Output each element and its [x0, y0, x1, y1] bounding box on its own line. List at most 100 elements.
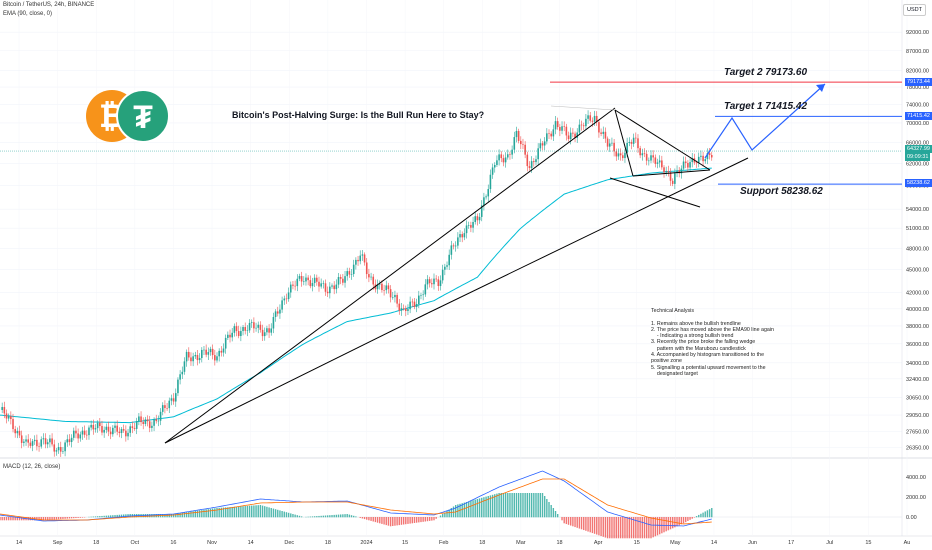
time-tick-label: 18	[93, 540, 99, 546]
candle-body	[474, 216, 477, 222]
macd-histogram-bar	[702, 512, 704, 518]
ema-legend[interactable]: EMA (90, close, 0)	[3, 11, 53, 17]
macd-histogram-bar	[188, 511, 190, 518]
candle-body	[452, 245, 455, 247]
candle-body	[437, 279, 440, 287]
candle-body	[621, 155, 624, 159]
candle-body	[635, 137, 637, 139]
macd-histogram-bar	[81, 517, 84, 518]
macd-histogram-bar	[374, 517, 377, 523]
macd-histogram-bar	[96, 516, 99, 518]
macd-histogram-bar	[270, 508, 272, 518]
projection-arrowhead	[816, 84, 825, 92]
price-tick-label: 92000.00	[906, 30, 929, 36]
candle-body	[83, 430, 86, 435]
time-tick-label: 18	[479, 540, 485, 546]
macd-histogram-bar	[14, 517, 16, 521]
macd-histogram-bar	[92, 516, 95, 518]
time-tick-label: Dec	[284, 540, 294, 546]
price-tick-label: 45000.00	[906, 268, 929, 274]
macd-histogram-bar	[517, 493, 520, 518]
candle-body	[144, 419, 147, 424]
macd-histogram-bar	[587, 517, 589, 532]
macd-histogram-bar	[476, 499, 479, 518]
macd-histogram-bar	[695, 516, 698, 518]
target1-price-badge: 71415.42	[905, 112, 932, 120]
candle-body	[326, 291, 329, 294]
macd-histogram-bar	[222, 507, 225, 518]
candle-body	[598, 122, 600, 133]
candle-body	[509, 154, 511, 155]
tether-icon	[116, 89, 170, 143]
macd-histogram-bar	[240, 506, 242, 518]
macd-legend[interactable]: MACD (12, 26, close)	[3, 464, 61, 470]
candle-body	[504, 157, 507, 163]
candle-body	[75, 430, 77, 434]
candle-body	[513, 137, 516, 150]
candle-body	[127, 432, 129, 437]
macd-histogram-bar	[656, 517, 659, 536]
macd-histogram-bar	[216, 508, 218, 518]
candle-body	[294, 285, 296, 287]
macd-histogram-bar	[402, 517, 405, 525]
candle-body	[77, 433, 79, 439]
candle-body	[244, 327, 247, 331]
candle-body	[478, 216, 481, 221]
candle-body	[674, 173, 676, 184]
chart-title: Bitcoin's Post-Halving Surge: Is the Bul…	[232, 110, 485, 120]
currency-button[interactable]: USDT	[903, 4, 926, 16]
support-price-badge: 58238.62	[905, 179, 932, 187]
macd-histogram-bar	[561, 517, 563, 521]
macd-histogram-bar	[539, 493, 542, 518]
time-tick-label: 15	[634, 540, 640, 546]
macd-histogram-bar	[409, 517, 411, 524]
time-tick-label: Jun	[748, 540, 757, 546]
symbol-title[interactable]: Bitcoin / TetherUS, 24h, BINANCE	[3, 2, 95, 8]
macd-histogram-bar	[298, 515, 301, 518]
time-tick-label: 17	[788, 540, 794, 546]
candle-body	[398, 303, 401, 311]
candle-body	[689, 162, 691, 168]
candle-body	[276, 311, 279, 314]
candle-body	[450, 245, 453, 255]
candle-body	[441, 269, 444, 281]
candle-body	[303, 281, 305, 283]
candle-body	[559, 127, 561, 131]
candle-body	[710, 155, 713, 158]
candle-body	[578, 124, 581, 133]
trendline-long	[427, 157, 749, 314]
macd-histogram-bar	[676, 517, 678, 527]
candle-body	[3, 407, 6, 414]
candle-body	[7, 416, 10, 419]
candle-body	[520, 140, 522, 145]
macd-histogram-bar	[201, 510, 203, 518]
candle-body	[463, 233, 466, 238]
macd-histogram-bar	[283, 511, 285, 518]
macd-histogram-bar	[481, 497, 483, 518]
macd-histogram-bar	[16, 517, 19, 521]
candle-body	[350, 274, 353, 275]
signal-line	[0, 478, 712, 525]
candle-body	[242, 327, 244, 332]
macd-histogram-bar	[333, 514, 335, 518]
candle-body	[320, 283, 322, 287]
candle-body	[524, 144, 526, 155]
candle-body	[122, 429, 125, 431]
candle-body	[211, 348, 214, 356]
candle-body	[229, 334, 231, 338]
macd-histogram-bar	[170, 514, 173, 518]
candle-body	[650, 155, 652, 161]
macd-histogram-bar	[296, 515, 298, 518]
macd-histogram-bar	[507, 493, 509, 518]
candle-body	[53, 444, 56, 452]
macd-histogram-bar	[478, 498, 481, 518]
macd-histogram-bar	[190, 511, 192, 518]
macd-histogram-bar	[526, 493, 529, 518]
macd-histogram-bar	[109, 515, 112, 518]
macd-histogram-bar	[652, 517, 654, 538]
candle-body	[611, 142, 613, 144]
candle-body	[352, 264, 355, 275]
candle-body	[190, 357, 192, 362]
macd-histogram-bar	[342, 514, 344, 518]
